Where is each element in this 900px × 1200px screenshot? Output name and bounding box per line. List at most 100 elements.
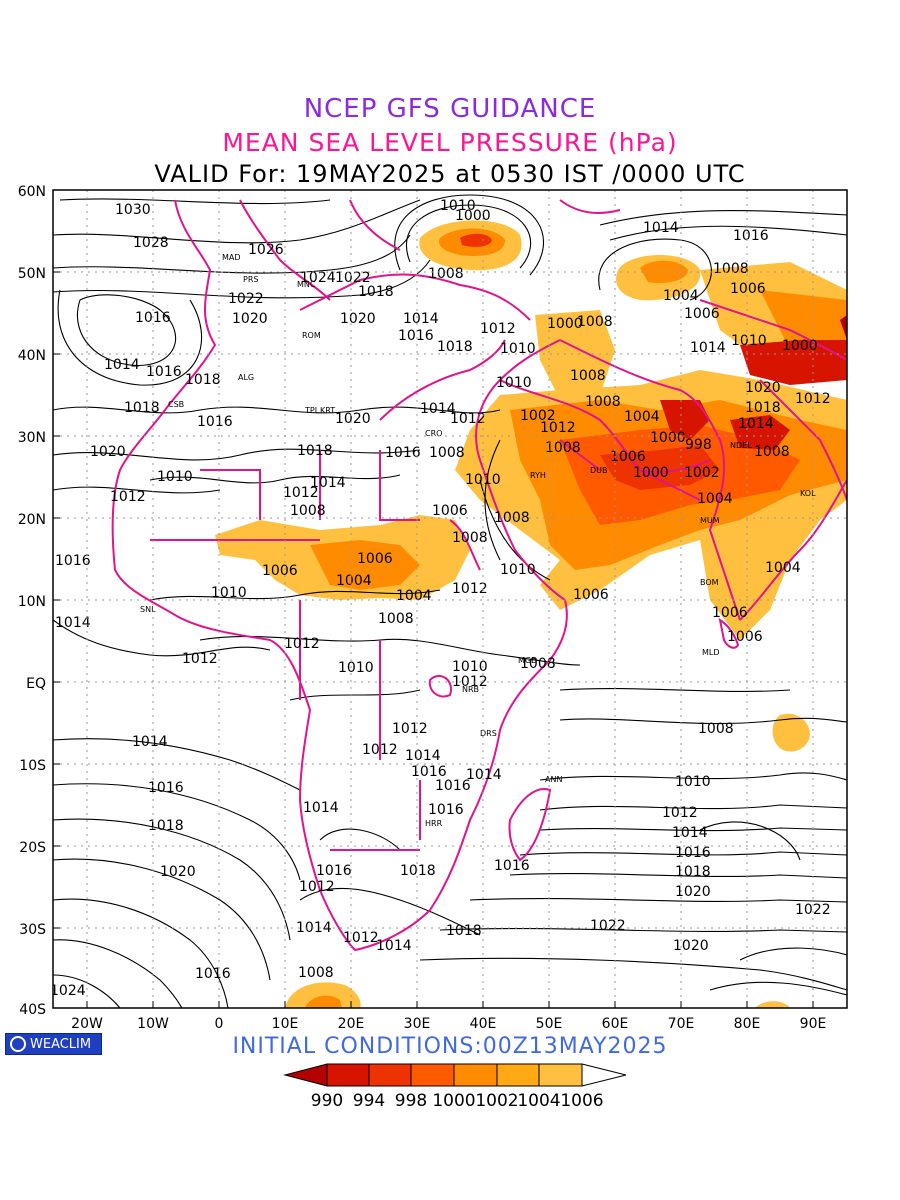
svg-text:1014: 1014 [420, 401, 456, 417]
svg-text:1000: 1000 [633, 465, 669, 481]
colorbar-label: 1004 [517, 1091, 560, 1111]
colorbar: 990 994 998 1000 1002 1004 1006 [283, 1063, 627, 1111]
svg-text:1012: 1012 [540, 420, 576, 436]
svg-text:1010: 1010 [675, 774, 711, 790]
colorbar-label: 994 [353, 1091, 385, 1111]
svg-text:1010: 1010 [465, 472, 501, 488]
svg-text:1030: 1030 [115, 202, 151, 218]
svg-text:1014: 1014 [55, 615, 91, 631]
svg-text:DUB: DUB [590, 466, 608, 475]
lon-label: 60E [602, 1016, 629, 1032]
svg-text:1012: 1012 [362, 742, 398, 758]
svg-text:1016: 1016 [675, 845, 711, 861]
svg-text:1018: 1018 [446, 923, 482, 939]
svg-text:1012: 1012 [662, 805, 698, 821]
svg-text:1014: 1014 [690, 340, 726, 356]
colorbar-swatch [496, 1063, 540, 1087]
lat-label: 40S [19, 1002, 46, 1018]
lat-label: 10N [18, 594, 46, 610]
lat-label: 50N [18, 266, 46, 282]
svg-text:1024: 1024 [300, 270, 336, 286]
colorbar-swatch [326, 1063, 370, 1087]
svg-text:NRB: NRB [462, 685, 479, 694]
svg-text:1012: 1012 [480, 321, 516, 337]
colorbar-swatch [368, 1063, 412, 1087]
svg-text:1012: 1012 [795, 391, 831, 407]
lon-label: 50E [536, 1016, 563, 1032]
svg-text:1020: 1020 [232, 311, 268, 327]
svg-text:BOM: BOM [700, 578, 719, 587]
svg-text:RYH: RYH [530, 471, 546, 480]
svg-text:1006: 1006 [730, 281, 766, 297]
svg-text:1008: 1008 [378, 611, 414, 627]
svg-text:1006: 1006 [684, 306, 720, 322]
svg-text:1014: 1014 [310, 475, 346, 491]
svg-text:1012: 1012 [283, 485, 319, 501]
lat-label: 40N [18, 348, 46, 364]
svg-text:1008: 1008 [570, 368, 606, 384]
svg-text:1004: 1004 [697, 491, 733, 507]
svg-text:1000: 1000 [547, 316, 583, 332]
svg-text:1016: 1016 [146, 364, 182, 380]
colorbar-swatch [538, 1063, 583, 1087]
svg-text:1024: 1024 [50, 983, 86, 999]
svg-text:1008: 1008 [545, 440, 581, 456]
lon-label: 20E [338, 1016, 365, 1032]
svg-text:1016: 1016 [428, 802, 464, 818]
svg-text:1012: 1012 [182, 651, 218, 667]
svg-text:1016: 1016 [148, 780, 184, 796]
colorbar-swatch [581, 1063, 627, 1087]
coastlines [111, 199, 847, 952]
svg-text:1010: 1010 [452, 659, 488, 675]
svg-text:SNL: SNL [140, 605, 156, 614]
svg-text:1022: 1022 [795, 902, 831, 918]
lat-label: 30S [19, 922, 46, 938]
lon-label: 90E [800, 1016, 827, 1032]
svg-text:1012: 1012 [110, 489, 146, 505]
longitude-labels: 20W 10W 0 10E 20E 30E 40E 50E 60E 70E 80… [71, 1016, 826, 1032]
colorbar-label: 1002 [475, 1091, 518, 1111]
svg-text:1006: 1006 [262, 563, 298, 579]
svg-text:MUM: MUM [700, 516, 720, 525]
svg-text:1018: 1018 [148, 818, 184, 834]
svg-text:1004: 1004 [624, 409, 660, 425]
lon-label: 70E [668, 1016, 695, 1032]
lon-label: 20W [71, 1016, 103, 1032]
svg-text:1014: 1014 [405, 748, 441, 764]
map-frame [52, 189, 848, 1009]
colorbar-label: 998 [395, 1091, 427, 1111]
lat-label: 60N [18, 184, 46, 200]
svg-text:1004: 1004 [765, 560, 801, 576]
colorbar-label: 990 [311, 1091, 343, 1111]
title-guidance: NCEP GFS GUIDANCE [303, 94, 597, 124]
svg-text:CSB: CSB [168, 400, 184, 409]
title-valid-time: VALID For: 19MAY2025 at 0530 IST /0000 U… [154, 160, 746, 188]
svg-text:ANN: ANN [545, 775, 562, 784]
svg-text:1016: 1016 [55, 553, 91, 569]
svg-text:1016: 1016 [195, 966, 231, 982]
svg-text:KOL: KOL [800, 489, 816, 498]
svg-text:1016: 1016 [316, 863, 352, 879]
initial-conditions: INITIAL CONDITIONS:00Z13MAY2025 [232, 1034, 668, 1059]
svg-text:1006: 1006 [610, 449, 646, 465]
axis-ticks [53, 271, 814, 1008]
svg-text:1006: 1006 [573, 587, 609, 603]
lon-label: 80E [734, 1016, 761, 1032]
svg-text:998: 998 [685, 437, 712, 453]
svg-text:1014: 1014 [738, 416, 774, 432]
lat-label: 20S [19, 840, 46, 856]
svg-text:1010: 1010 [500, 562, 536, 578]
svg-text:1020: 1020 [335, 411, 371, 427]
svg-text:1016: 1016 [197, 414, 233, 430]
svg-text:1012: 1012 [450, 411, 486, 427]
svg-text:1018: 1018 [185, 372, 221, 388]
svg-text:KRT: KRT [320, 406, 335, 415]
svg-text:MAD: MAD [222, 253, 241, 262]
svg-text:1016: 1016 [435, 778, 471, 794]
svg-text:1012: 1012 [299, 879, 335, 895]
colorbar-swatch [283, 1063, 328, 1087]
svg-text:1018: 1018 [124, 400, 160, 416]
svg-text:DRS: DRS [480, 729, 497, 738]
colorbar-label: 1006 [560, 1091, 603, 1111]
svg-text:1008: 1008 [429, 445, 465, 461]
